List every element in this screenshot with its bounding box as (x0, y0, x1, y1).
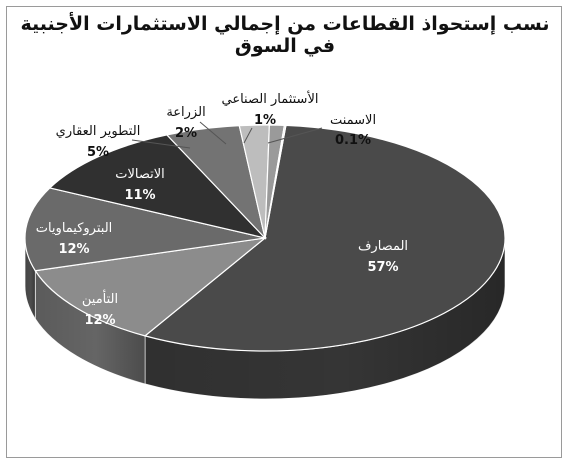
slice-label-6: الأستثمار الصناعي (222, 90, 319, 107)
slice-value-7: 0.1% (335, 133, 371, 148)
leader-line-7 (267, 127, 323, 144)
slice-label-1: التأمين (82, 289, 118, 307)
chart-title: نسب إستحواذ القطاعات من إجمالي الاستثمار… (20, 13, 550, 57)
leader-line-6 (243, 127, 253, 144)
pie-slice-2 (24, 187, 266, 272)
slice-label-4: التطوير العقاري (56, 124, 141, 139)
slice-value-2: 12% (58, 242, 89, 257)
slice-label-0: المصارف (358, 239, 408, 254)
pie-slices (24, 124, 506, 352)
pie-slice-1 (34, 237, 268, 337)
slice-label-3: الاتصالات (115, 167, 165, 182)
slice-label-5: الزراعة (166, 105, 205, 120)
slice-value-4: 5% (87, 145, 109, 160)
leader-line-4 (131, 139, 191, 149)
slice-label-7: الاسمنت (330, 113, 376, 128)
leader-line-5 (199, 121, 227, 145)
slice-value-1: 12% (84, 313, 115, 328)
pie-side-shade-0 (145, 238, 505, 399)
slice-value-6: 1% (254, 113, 276, 128)
pie-side-shade-2 (25, 238, 36, 319)
slice-value-5: 2% (175, 126, 197, 141)
slice-value-0: 57% (367, 260, 398, 275)
leader-lines (131, 121, 323, 149)
slice-label-2: البتروكيماويات (36, 221, 113, 236)
pie-slice-3 (48, 134, 267, 240)
slice-labels: المصارف 57% التأمين 12% البتروكيماويات 12% الا… (36, 90, 408, 328)
slice-value-3: 11% (124, 188, 155, 203)
pie-slice-7 (264, 124, 287, 239)
pie-slice-0 (143, 124, 506, 352)
